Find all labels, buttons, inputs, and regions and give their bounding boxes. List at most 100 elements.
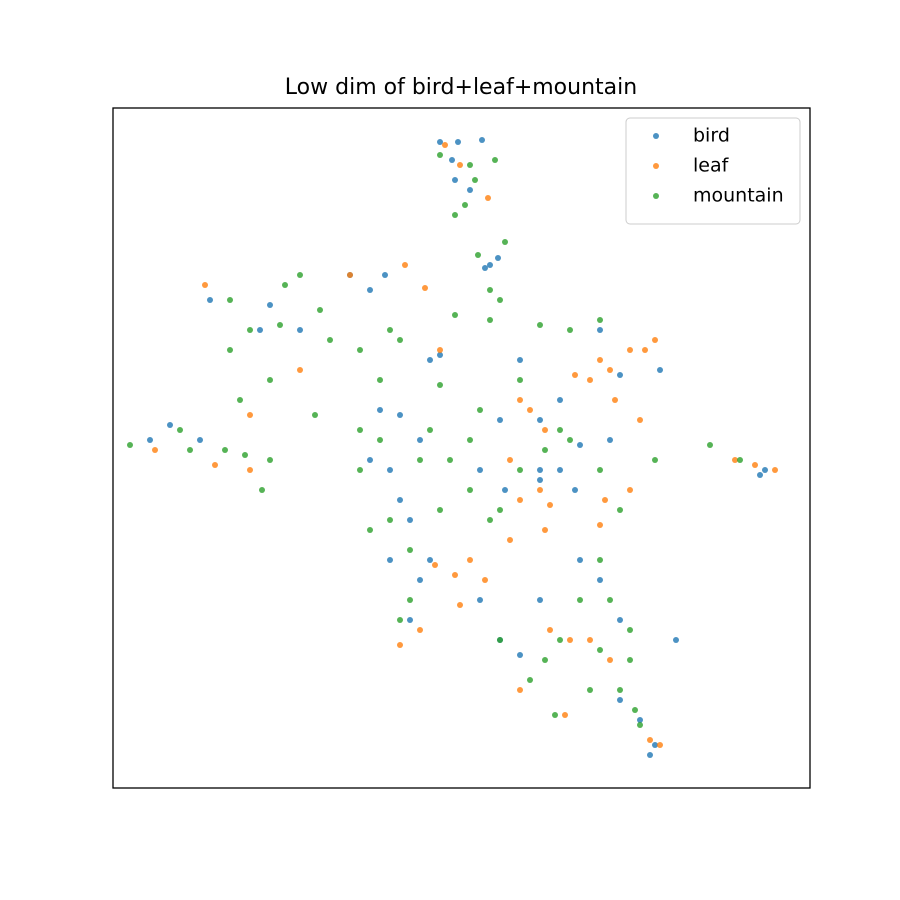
point	[227, 297, 233, 303]
point	[297, 367, 303, 373]
point	[437, 139, 443, 145]
point	[485, 195, 491, 201]
point	[617, 507, 623, 513]
point	[127, 442, 133, 448]
point	[387, 327, 393, 333]
point	[479, 137, 485, 143]
point	[397, 617, 403, 623]
point	[647, 752, 653, 758]
point	[407, 617, 413, 623]
point	[397, 337, 403, 343]
point	[467, 162, 473, 168]
point	[567, 327, 573, 333]
point	[297, 272, 303, 278]
point	[737, 457, 743, 463]
point	[627, 487, 633, 493]
point	[267, 302, 273, 308]
point	[455, 139, 461, 145]
point	[547, 627, 553, 633]
point	[517, 357, 523, 363]
point	[177, 427, 183, 433]
point	[572, 372, 578, 378]
point	[377, 407, 383, 413]
point	[452, 177, 458, 183]
point	[417, 627, 423, 633]
point	[187, 447, 193, 453]
point	[247, 327, 253, 333]
point	[542, 527, 548, 533]
point	[587, 687, 593, 693]
point	[382, 272, 388, 278]
point	[597, 577, 603, 583]
point	[657, 742, 663, 748]
point	[607, 367, 613, 373]
point	[457, 602, 463, 608]
point	[495, 255, 501, 261]
point	[567, 637, 573, 643]
point	[237, 397, 243, 403]
point	[637, 722, 643, 728]
point	[357, 467, 363, 473]
point	[282, 282, 288, 288]
point	[762, 467, 768, 473]
point	[527, 677, 533, 683]
point	[407, 547, 413, 553]
point	[227, 347, 233, 353]
point	[617, 617, 623, 623]
point	[312, 412, 318, 418]
point	[437, 152, 443, 158]
point	[492, 157, 498, 163]
point	[452, 212, 458, 218]
point	[247, 467, 253, 473]
point	[597, 327, 603, 333]
point	[472, 177, 478, 183]
legend-marker	[653, 133, 659, 139]
point	[417, 457, 423, 463]
point	[502, 487, 508, 493]
point	[267, 457, 273, 463]
point	[402, 262, 408, 268]
legend-label: leaf	[693, 155, 730, 177]
point	[267, 377, 273, 383]
point	[477, 467, 483, 473]
point	[517, 687, 523, 693]
point	[377, 437, 383, 443]
point	[257, 327, 263, 333]
point	[707, 442, 713, 448]
point	[597, 522, 603, 528]
point	[557, 427, 563, 433]
point	[482, 265, 488, 271]
legend-marker	[653, 163, 659, 169]
point	[477, 407, 483, 413]
point	[387, 467, 393, 473]
legend: bird leaf mountain	[625, 117, 801, 225]
point	[367, 287, 373, 293]
point	[617, 687, 623, 693]
point	[422, 285, 428, 291]
point	[277, 322, 283, 328]
point	[657, 367, 663, 373]
point	[757, 472, 763, 478]
point	[587, 637, 593, 643]
point	[497, 637, 503, 643]
point	[612, 397, 618, 403]
point	[572, 487, 578, 493]
point	[449, 157, 455, 163]
point	[207, 297, 213, 303]
point	[197, 437, 203, 443]
point	[317, 307, 323, 313]
point	[259, 487, 265, 493]
point	[202, 282, 208, 288]
point	[602, 497, 608, 503]
point	[397, 497, 403, 503]
point	[377, 377, 383, 383]
point	[407, 517, 413, 523]
point	[467, 437, 473, 443]
point	[537, 597, 543, 603]
point	[557, 467, 563, 473]
point	[475, 252, 481, 258]
point	[462, 202, 468, 208]
point	[502, 239, 508, 245]
point	[452, 312, 458, 318]
point	[437, 382, 443, 388]
